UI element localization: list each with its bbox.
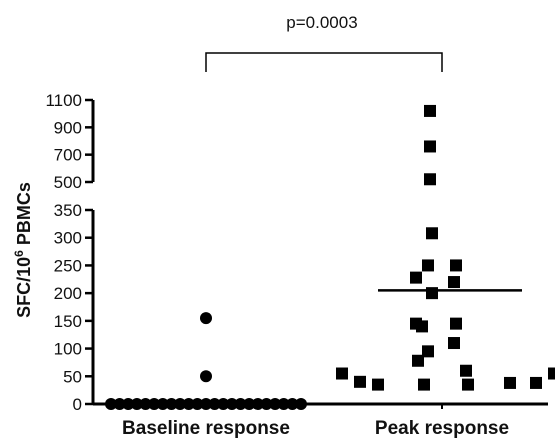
y-tick-label-350: 350 — [54, 201, 82, 220]
y-axis-title-main: SFC/10 — [14, 257, 34, 318]
peak-point-16 — [336, 367, 348, 380]
baseline-point-20 — [260, 398, 273, 410]
peak-point-20 — [372, 378, 384, 391]
baseline-point-21 — [269, 398, 282, 410]
y-tick-label-50: 50 — [63, 367, 82, 386]
peak-point-2 — [424, 173, 436, 186]
peak-point-3 — [426, 227, 438, 240]
peak-point-15 — [460, 364, 472, 377]
baseline-point-23 — [286, 398, 299, 410]
peak-point-18 — [354, 375, 366, 388]
baseline-point-11 — [182, 398, 195, 410]
y-axis-title-sup: 6 — [12, 250, 26, 257]
p-value-label: p=0.0003 — [286, 13, 357, 32]
peak-point-7 — [448, 276, 460, 289]
baseline-point-17 — [234, 398, 247, 410]
peak-point-10 — [450, 317, 462, 330]
baseline-point-14 — [208, 398, 221, 410]
y-tick-label-100: 100 — [54, 340, 82, 359]
bracket-line — [205, 52, 443, 72]
peak-point-17 — [548, 367, 555, 380]
baseline-point-6 — [139, 398, 152, 410]
peak-point-0 — [424, 104, 436, 117]
baseline-point-15 — [217, 398, 230, 410]
peak-point-1 — [424, 140, 436, 153]
y-axis — [85, 98, 548, 409]
peak-point-12 — [448, 337, 460, 350]
baseline-point-1 — [200, 370, 212, 383]
y-tick-label-900: 900 — [54, 118, 82, 137]
y-axis-title: SFC/106 PBMCs — [12, 182, 34, 318]
peak-point-14 — [412, 354, 424, 367]
x-category-label-baseline: Baseline response — [122, 418, 290, 439]
baseline-point-5 — [130, 398, 143, 410]
y-tick-label-1100: 1100 — [45, 91, 82, 110]
y-tick-label-0: 0 — [73, 395, 82, 414]
peak-point-11 — [416, 320, 428, 333]
baseline-point-16 — [225, 398, 238, 410]
data-points — [105, 104, 555, 410]
y-axis-title-tail: PBMCs — [14, 182, 34, 250]
peak-point-23 — [504, 376, 516, 389]
x-category-label-peak: Peak response — [375, 418, 509, 439]
baseline-point-24 — [295, 398, 307, 410]
y-tick-label-500: 500 — [54, 173, 82, 192]
baseline-point-7 — [148, 398, 161, 410]
peak-point-6 — [410, 271, 422, 284]
baseline-point-22 — [277, 398, 290, 410]
baseline-point-2 — [105, 398, 117, 410]
peak-point-22 — [462, 378, 474, 391]
peak-point-19 — [530, 376, 542, 389]
peak-point-21 — [418, 378, 430, 391]
baseline-point-12 — [191, 398, 204, 410]
baseline-point-19 — [251, 398, 264, 410]
baseline-point-8 — [156, 398, 169, 410]
baseline-point-3 — [113, 398, 126, 410]
baseline-point-10 — [174, 398, 187, 410]
y-tick-label-150: 150 — [54, 312, 82, 331]
baseline-point-18 — [243, 398, 256, 410]
baseline-point-13 — [200, 398, 212, 410]
y-tick-label-250: 250 — [54, 256, 82, 275]
significance-bracket — [205, 52, 443, 72]
peak-point-13 — [422, 345, 434, 358]
peak-point-8 — [426, 287, 438, 300]
baseline-point-9 — [165, 398, 178, 410]
baseline-point-0 — [200, 312, 212, 325]
peak-point-5 — [450, 259, 462, 272]
peak-point-4 — [422, 259, 434, 272]
baseline-point-4 — [122, 398, 135, 410]
y-tick-label-700: 700 — [54, 146, 82, 165]
y-tick-label-200: 200 — [54, 284, 82, 303]
y-tick-label-300: 300 — [54, 229, 82, 248]
y-tick-labels: 0 50 100 150 200 250 300 350 500 700 900 1100 — [45, 91, 82, 414]
